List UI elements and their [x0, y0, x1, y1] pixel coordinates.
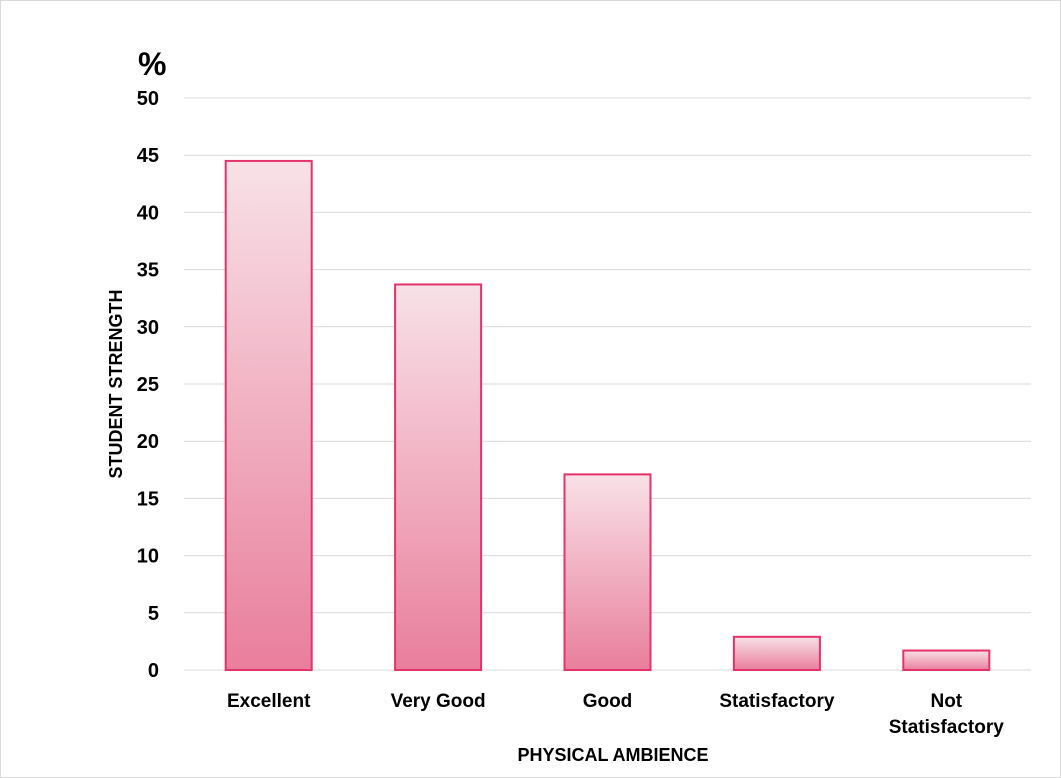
y-tick-label: 20: [137, 431, 159, 453]
x-axis-categories: Excellent Very Good Good Statisfactory Not St…: [227, 691, 1004, 738]
x-category-label: Good: [583, 691, 633, 712]
y-tick-label: 40: [137, 202, 159, 224]
y-tick-label: 30: [137, 317, 159, 339]
bar-statisfactory: [732, 635, 821, 671]
gridlines: [184, 97, 1031, 671]
bar-good: [563, 473, 652, 671]
x-category-label: Very Good: [391, 691, 486, 712]
y-tick-label: 5: [148, 603, 159, 625]
x-category-label: Excellent: [227, 691, 311, 712]
bar-excellent: [224, 159, 313, 671]
x-category-label: Not: [930, 691, 962, 712]
bar-not-statisfactory: [902, 649, 991, 672]
y-tick-label: 35: [137, 260, 159, 282]
x-axis-title: PHYSICAL AMBIENCE: [517, 745, 708, 765]
x-category-label: Statisfactory: [889, 717, 1005, 738]
y-tick-label: 15: [137, 488, 159, 510]
y-axis-ticks: 0 5 10 15 20 25 30 35 40 45 50: [137, 88, 159, 682]
y-tick-label: 25: [137, 374, 159, 396]
y-unit-label: %: [138, 46, 166, 82]
y-tick-label: 10: [137, 546, 159, 568]
bars: [224, 159, 991, 672]
y-axis-title: STUDENT STRENGTH: [106, 290, 126, 479]
bar-very-good: [394, 283, 483, 671]
y-tick-label: 0: [148, 660, 159, 682]
x-category-label: Statisfactory: [719, 691, 835, 712]
y-tick-label: 45: [137, 145, 159, 167]
y-tick-label: 50: [137, 88, 159, 110]
